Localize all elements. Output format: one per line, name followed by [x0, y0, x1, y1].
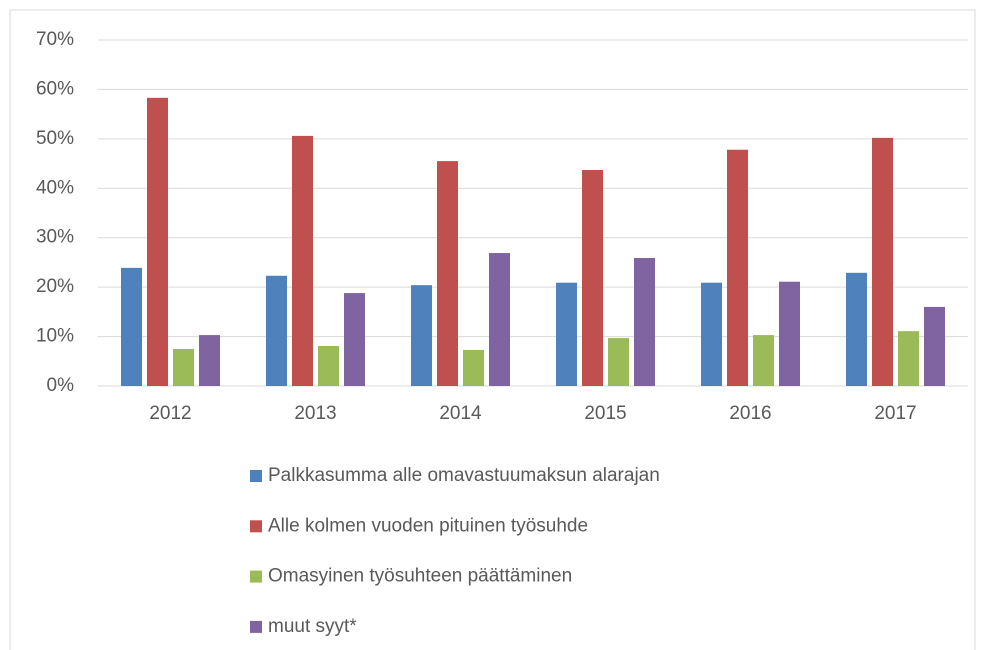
- x-tick-label: 2012: [149, 403, 191, 424]
- bar: [872, 137, 893, 386]
- legend-label: muut syyt*: [268, 616, 357, 637]
- legend-swatch: [250, 520, 262, 533]
- bar: [634, 257, 655, 386]
- y-tick-label: 50%: [36, 128, 74, 149]
- x-tick-label: 2013: [294, 403, 336, 424]
- x-tick-label: 2017: [874, 403, 916, 424]
- y-tick-label: 20%: [36, 276, 74, 297]
- x-tick-label: 2014: [439, 403, 482, 424]
- bar: [727, 149, 748, 386]
- bar: [898, 331, 919, 386]
- legend-swatch: [250, 620, 262, 633]
- bar: [556, 282, 577, 386]
- bar: [121, 267, 142, 386]
- y-tick-label: 60%: [36, 78, 74, 99]
- y-tick-label: 40%: [36, 177, 74, 198]
- bar: [753, 335, 774, 386]
- legend-label: Omasyinen työsuhteen päättäminen: [268, 566, 572, 587]
- bar: [199, 335, 220, 386]
- bar: [411, 285, 432, 386]
- bar: [344, 293, 365, 386]
- bar: [701, 282, 722, 386]
- bar: [779, 281, 800, 386]
- bar: [147, 97, 168, 387]
- bar: [463, 349, 484, 386]
- legend-label: Alle kolmen vuoden pituinen työsuhde: [268, 515, 588, 536]
- y-tick-label: 30%: [36, 227, 74, 248]
- bar: [846, 272, 867, 386]
- bar: [292, 135, 313, 386]
- x-tick-label: 2016: [729, 403, 771, 424]
- bar: [173, 348, 194, 386]
- legend-swatch: [250, 470, 262, 482]
- bar: [318, 345, 339, 386]
- x-tick-label: 2015: [584, 403, 626, 424]
- bar: [582, 169, 603, 386]
- bar: [437, 161, 458, 386]
- legend-label: Palkkasumma alle omavastuumaksun alaraja…: [268, 465, 660, 486]
- chart-border: [9, 9, 976, 650]
- legend-swatch: [250, 570, 262, 583]
- y-tick-label: 70%: [36, 29, 74, 50]
- y-tick-label: 0%: [47, 375, 75, 396]
- bar: [489, 253, 510, 386]
- y-tick-label: 10%: [36, 326, 74, 347]
- bar: [608, 338, 629, 386]
- bar: [266, 275, 287, 386]
- bar: [924, 306, 945, 386]
